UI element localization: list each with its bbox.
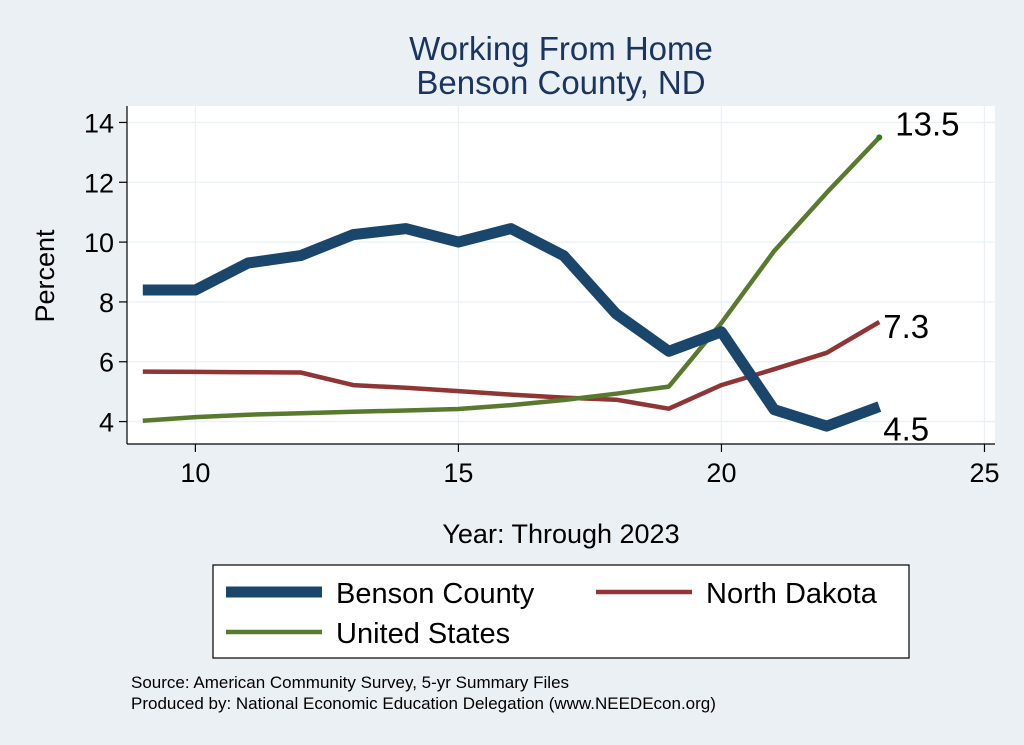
y-tick-label-12: 12 — [84, 168, 114, 198]
y-tick-label-4: 4 — [99, 408, 114, 438]
y-tick-label-6: 6 — [99, 348, 114, 378]
series-line-benson — [142, 223, 882, 432]
end-labels: 4.5 7.3 13.5 — [876, 105, 960, 448]
end-label-united-states: 13.5 — [895, 105, 959, 142]
y-tick-label-10: 10 — [84, 228, 114, 258]
legend-label-benson-county: Benson County — [336, 578, 535, 610]
legend-label-united-states: United States — [336, 618, 510, 650]
end-label-north-dakota: 7.3 — [883, 308, 929, 345]
legend-box — [212, 564, 910, 659]
chart-title-line-2: Benson County, ND — [416, 64, 705, 101]
legend: Benson County North Dakota United States — [212, 564, 910, 659]
x-tick-label-15: 15 — [443, 458, 473, 488]
source-note: Source: American Community Survey, 5-yr … — [131, 673, 569, 692]
legend-label-north-dakota: North Dakota — [706, 578, 878, 610]
series-lines — [142, 135, 882, 432]
series-line-united-states — [142, 135, 881, 423]
x-tick-label-10: 10 — [180, 458, 210, 488]
x-tick-label-20: 20 — [706, 458, 736, 488]
end-label-benson: 4.5 — [883, 411, 929, 448]
end-point-united-states — [876, 134, 883, 141]
y-tick-label-14: 14 — [84, 108, 114, 138]
y-axis-label: Percent — [30, 229, 60, 323]
produced-by-note: Produced by: National Economic Education… — [131, 694, 716, 713]
axes: 4 6 8 10 12 14 10 15 20 25 — [84, 106, 1000, 488]
x-tick-label-25: 25 — [969, 458, 999, 488]
chart-title-line-1: Working From Home — [409, 30, 713, 67]
x-axis-label: Year: Through 2023 — [442, 519, 679, 549]
plot-area — [127, 106, 995, 444]
y-tick-label-8: 8 — [99, 288, 114, 318]
